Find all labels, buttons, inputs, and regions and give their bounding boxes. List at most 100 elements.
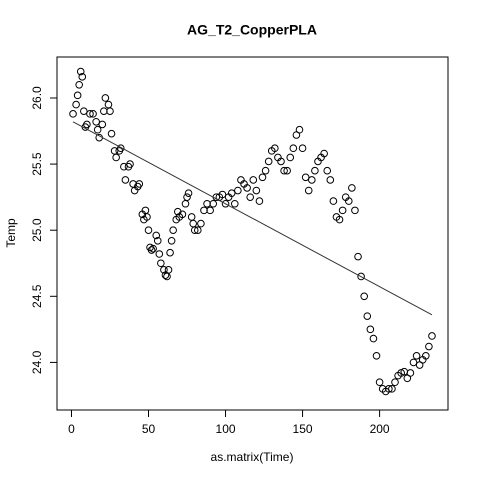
point xyxy=(369,334,378,343)
point xyxy=(206,206,214,215)
point xyxy=(249,176,258,184)
point xyxy=(126,160,134,168)
point xyxy=(197,219,205,228)
point xyxy=(72,100,80,109)
point xyxy=(344,197,353,205)
point xyxy=(149,244,157,253)
point xyxy=(76,67,85,76)
point xyxy=(338,206,347,215)
plot-box xyxy=(56,56,449,411)
point xyxy=(121,176,130,184)
point xyxy=(406,369,415,377)
point xyxy=(101,94,110,102)
point xyxy=(391,378,399,387)
point xyxy=(89,110,97,118)
point xyxy=(73,91,82,100)
point xyxy=(234,186,242,195)
point xyxy=(425,342,433,351)
point xyxy=(363,312,372,320)
point xyxy=(286,153,295,162)
y-axis-label: Temp xyxy=(4,218,18,248)
point xyxy=(190,226,199,234)
point xyxy=(283,166,291,175)
y-tick-label: 24.5 xyxy=(30,284,44,308)
y-tick-label: 25.0 xyxy=(30,218,44,242)
point xyxy=(326,176,335,184)
point xyxy=(135,180,144,188)
point xyxy=(69,110,77,118)
y-tick-label: 24.0 xyxy=(30,350,44,374)
point xyxy=(409,358,418,367)
point xyxy=(385,385,393,393)
point xyxy=(298,144,307,153)
point xyxy=(295,125,304,134)
point xyxy=(255,197,264,205)
point xyxy=(252,186,261,195)
point xyxy=(80,107,88,116)
x-tick-label: 100 xyxy=(216,422,236,436)
point xyxy=(83,120,91,129)
point xyxy=(308,176,316,184)
point xyxy=(360,292,368,301)
point xyxy=(271,144,279,153)
point xyxy=(335,215,344,224)
point xyxy=(351,206,359,215)
point xyxy=(184,189,193,197)
point xyxy=(372,351,381,360)
point xyxy=(86,110,94,118)
point xyxy=(261,166,270,175)
point xyxy=(75,80,83,89)
point xyxy=(243,184,251,192)
point xyxy=(116,144,125,153)
point xyxy=(93,125,102,134)
point xyxy=(92,117,100,126)
point xyxy=(221,199,230,208)
point xyxy=(153,236,162,245)
chart-title: AG_T2_CopperPLA xyxy=(187,22,317,38)
fit-line xyxy=(72,121,433,316)
point xyxy=(143,213,151,221)
point xyxy=(246,193,254,201)
point xyxy=(155,250,164,258)
point xyxy=(388,385,396,393)
point xyxy=(357,272,365,281)
point xyxy=(258,173,267,182)
point xyxy=(375,378,384,387)
x-tick-label: 200 xyxy=(370,422,390,436)
point xyxy=(301,173,310,182)
point xyxy=(412,351,421,360)
x-axis-label: as.matrix(Time) xyxy=(211,450,294,464)
point xyxy=(227,189,236,197)
point xyxy=(304,186,313,195)
point xyxy=(289,144,298,153)
point xyxy=(230,199,239,208)
point xyxy=(98,120,107,129)
y-tick-label: 26.0 xyxy=(30,86,44,110)
point xyxy=(112,153,120,162)
point xyxy=(209,199,218,208)
point xyxy=(147,246,156,254)
point xyxy=(422,351,430,360)
point xyxy=(264,157,273,166)
point xyxy=(166,248,174,257)
point xyxy=(78,73,87,81)
point xyxy=(152,231,161,240)
point xyxy=(183,193,191,201)
point xyxy=(280,166,288,175)
point xyxy=(329,197,338,205)
point xyxy=(144,226,153,234)
point xyxy=(348,184,356,192)
x-tick-label: 0 xyxy=(68,422,75,436)
x-tick-label: 150 xyxy=(293,422,313,436)
point xyxy=(194,226,202,234)
point xyxy=(120,162,128,171)
point xyxy=(107,129,116,138)
x-tick-label: 50 xyxy=(142,422,156,436)
point xyxy=(428,332,436,340)
point xyxy=(157,259,165,268)
point xyxy=(164,266,173,274)
point xyxy=(167,236,176,245)
point xyxy=(277,157,285,166)
point xyxy=(160,266,168,274)
